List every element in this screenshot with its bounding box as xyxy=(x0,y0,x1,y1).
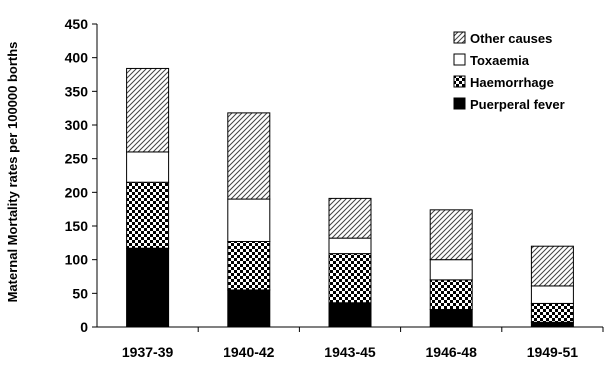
y-tick-label: 450 xyxy=(65,16,89,32)
bar-other-causes-1937-39 xyxy=(126,67,170,153)
legend-label-toxaemia: Toxaemia xyxy=(470,53,530,68)
y-tick-label: 150 xyxy=(65,218,89,234)
x-tick-label: 1940-42 xyxy=(223,344,275,360)
bar-puerperal-fever-1943-45 xyxy=(328,302,372,328)
bar-toxaemia-1949-51 xyxy=(530,285,574,304)
legend-swatch-puerperal-fever xyxy=(453,97,466,110)
bar-haemorrhage-1937-39 xyxy=(126,181,170,249)
x-tick-label: 1949-51 xyxy=(527,344,579,360)
legend-label-puerperal-fever: Puerperal fever xyxy=(470,97,565,112)
y-tick-label: 300 xyxy=(65,117,89,133)
x-axis-ticks: 1937-39 1940-42 1943-45 1946-48 1949-51 xyxy=(122,327,604,360)
bar-toxaemia-1937-39 xyxy=(126,151,170,183)
bar-puerperal-fever-1949-51 xyxy=(530,321,574,328)
legend-label-haemorrhage: Haemorrhage xyxy=(470,75,554,90)
legend-swatch-toxaemia xyxy=(453,53,466,66)
bar-puerperal-fever-1937-39 xyxy=(126,247,170,328)
bar-other-causes-1949-51 xyxy=(530,245,574,287)
x-tick-label: 1937-39 xyxy=(122,344,174,360)
bar-other-causes-1946-48 xyxy=(429,209,473,261)
bar-other-causes-1940-42 xyxy=(227,112,271,200)
legend-swatch-haemorrhage xyxy=(453,75,466,88)
bar-puerperal-fever-1946-48 xyxy=(429,308,473,328)
bar-haemorrhage-1946-48 xyxy=(429,279,473,310)
bar-toxaemia-1946-48 xyxy=(429,259,473,281)
bar-toxaemia-1940-42 xyxy=(227,198,271,242)
legend-swatch-other-causes xyxy=(453,31,466,44)
y-tick-label: 200 xyxy=(65,184,89,200)
x-tick-label: 1946-48 xyxy=(426,344,478,360)
bar-puerperal-fever-1940-42 xyxy=(227,289,271,328)
y-tick-label: 350 xyxy=(65,83,89,99)
bars xyxy=(126,67,574,328)
bar-other-causes-1943-45 xyxy=(328,197,372,239)
y-tick-label: 0 xyxy=(80,319,88,335)
x-tick-label: 1943-45 xyxy=(324,344,376,360)
y-axis-ticks: 0 50 100 150 200 250 300 350 400 450 xyxy=(65,16,97,335)
y-tick-label: 250 xyxy=(65,151,89,167)
legend: Other causes Toxaemia Haemorrhage Puerperal… xyxy=(453,31,565,112)
y-tick-label: 100 xyxy=(65,252,89,268)
y-axis-label: Maternal Mortality rates per 100000 bort… xyxy=(5,42,20,303)
legend-label-other-causes: Other causes xyxy=(470,31,552,46)
bar-toxaemia-1943-45 xyxy=(328,237,372,255)
bar-haemorrhage-1949-51 xyxy=(530,302,574,323)
y-tick-label: 400 xyxy=(65,50,89,66)
y-tick-label: 50 xyxy=(72,285,88,301)
bar-haemorrhage-1940-42 xyxy=(227,240,271,291)
bar-haemorrhage-1943-45 xyxy=(328,253,372,304)
